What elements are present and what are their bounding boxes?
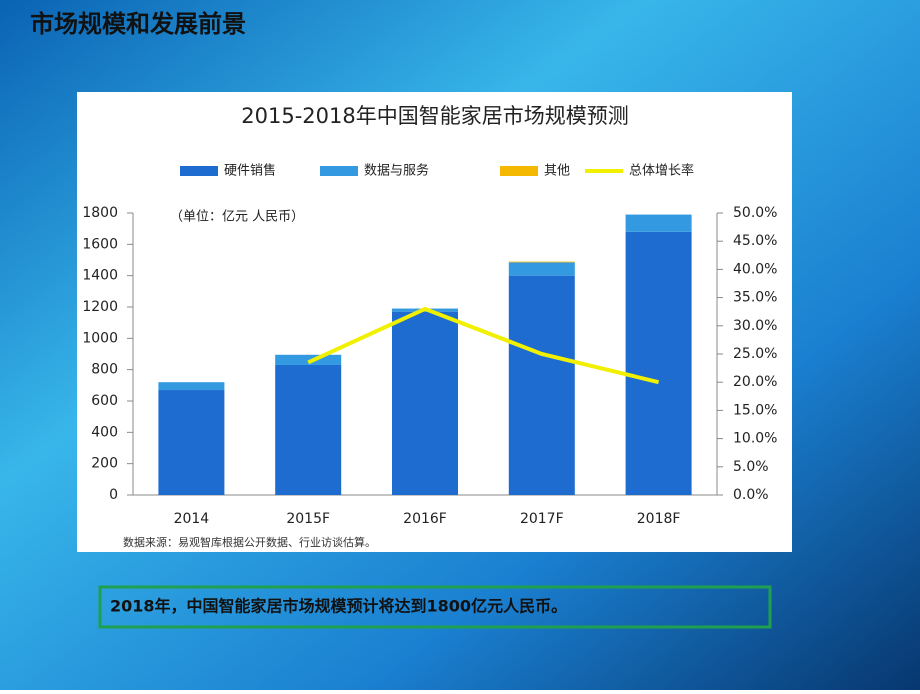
- legend-swatch: [320, 166, 358, 176]
- y2-tick-label: 20.0%: [733, 374, 777, 390]
- y-tick-label: 600: [91, 393, 118, 409]
- y2-tick-label: 45.0%: [733, 233, 777, 249]
- y2-tick-label: 30.0%: [733, 318, 777, 334]
- y2-tick-label: 5.0%: [733, 459, 769, 475]
- y-tick-label: 400: [91, 424, 118, 440]
- bar: [158, 390, 225, 495]
- legend-label: 硬件销售: [224, 163, 276, 179]
- y2-tick-label: 15.0%: [733, 402, 777, 418]
- y-tick-label: 800: [91, 362, 118, 378]
- y-tick-label: 200: [91, 456, 118, 472]
- bar: [508, 275, 575, 495]
- y2-tick-label: 35.0%: [733, 290, 777, 306]
- y-tick-label: 1800: [82, 205, 118, 221]
- x-tick-label: 2016F: [403, 511, 447, 527]
- y2-tick-label: 25.0%: [733, 346, 777, 362]
- legend-swatch: [500, 166, 538, 176]
- y-tick-label: 1200: [82, 299, 118, 315]
- source-note: 数据来源：易观智库根据公开数据、行业访谈估算。: [123, 535, 376, 549]
- bar: [625, 214, 692, 232]
- bar: [508, 262, 575, 276]
- bar: [392, 311, 458, 495]
- bar: [158, 382, 225, 391]
- line: [307, 306, 660, 385]
- legend-label: 其他: [544, 164, 570, 179]
- bar: [275, 354, 342, 365]
- legend-label: 总体增长率: [629, 163, 694, 179]
- x-tick-label: 2017F: [520, 511, 564, 527]
- unit-note: （单位：亿元 人民币）: [170, 210, 304, 225]
- bar: [275, 364, 342, 495]
- y2-tick-label: 50.0%: [733, 205, 777, 221]
- legend-label: 数据与服务: [364, 163, 429, 179]
- y-tick-label: 1000: [82, 330, 118, 346]
- legend-swatch: [180, 166, 218, 176]
- caption: 2018年，中国智能家居市场规模预计将达到1800亿元人民币。: [110, 597, 567, 616]
- y2-tick-label: 40.0%: [733, 261, 777, 277]
- y2-tick-label: 10.0%: [733, 431, 777, 447]
- y-tick-label: 0: [109, 487, 118, 503]
- chart-title: 2015-2018年中国智能家居市场规模预测: [241, 104, 628, 128]
- bar: [508, 261, 575, 263]
- x-tick-label: 2014: [174, 511, 210, 527]
- y-tick-label: 1400: [82, 268, 118, 284]
- caption-box: [98, 585, 772, 629]
- bar: [625, 231, 692, 496]
- slide-title: 市场规模和发展前景: [30, 10, 246, 38]
- x-tick-label: 2015F: [286, 511, 330, 527]
- y-tick-label: 1600: [82, 236, 118, 252]
- x-tick-label: 2018F: [637, 511, 681, 527]
- y2-tick-label: 0.0%: [733, 487, 769, 503]
